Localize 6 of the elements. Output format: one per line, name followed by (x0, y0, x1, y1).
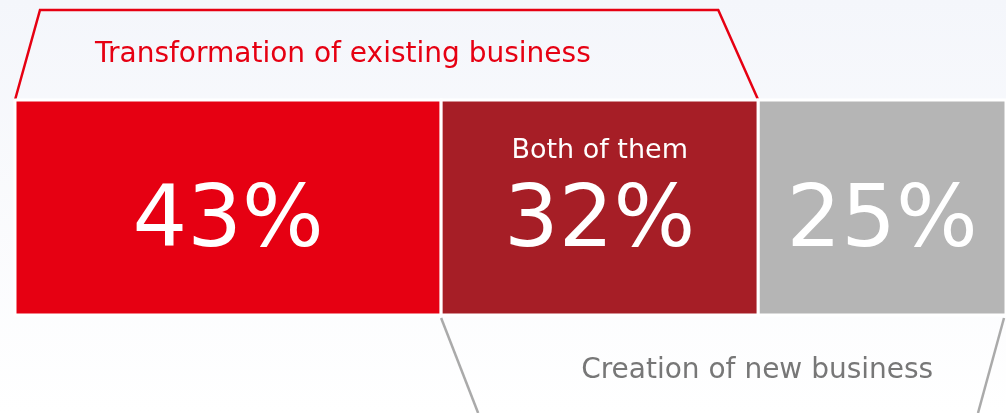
data-label: 43% (132, 165, 324, 266)
text: Transformation of existing business (94, 36, 591, 69)
text: Creation of new business (581, 352, 934, 385)
series-label: Both of them (511, 133, 688, 164)
data-label: 25% (786, 165, 978, 266)
data-label: 32% (504, 165, 696, 266)
